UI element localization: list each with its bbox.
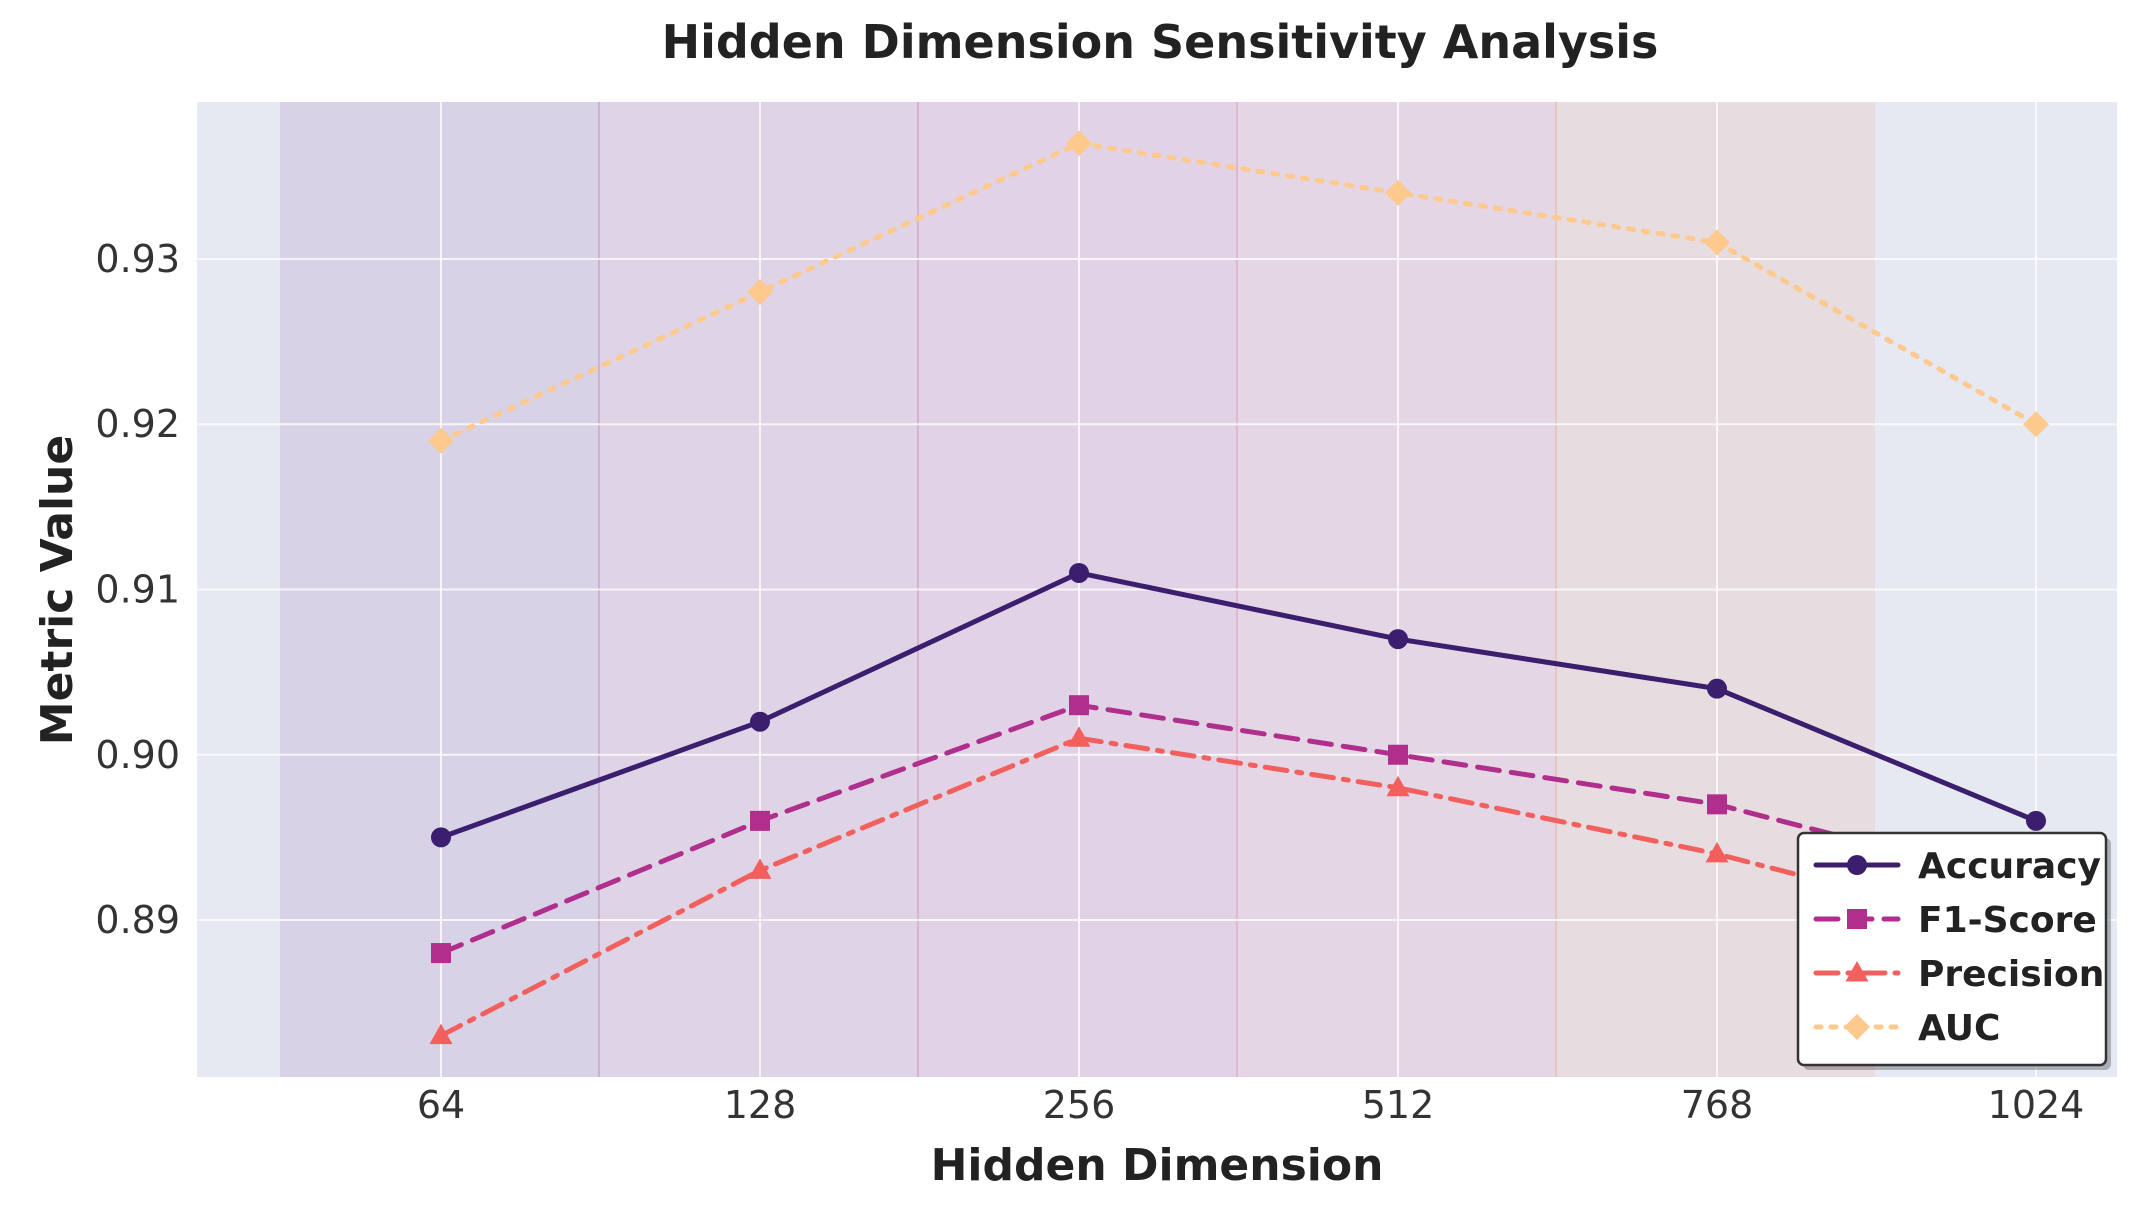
data-point-accuracy: [1388, 629, 1408, 650]
legend-marker-auc: [1844, 1014, 1870, 1040]
x-tick-label: 1024: [1988, 1083, 2085, 1127]
legend-label-precision: Precision: [1918, 954, 2104, 995]
data-point-precision: [429, 1023, 453, 1045]
y-tick-label: 0.93: [95, 237, 180, 281]
data-point-auc: [747, 279, 773, 306]
series-line-auc: [438, 140, 2039, 444]
data-point-auc: [1385, 179, 1411, 206]
x-axis-label: Hidden Dimension: [931, 1140, 1384, 1191]
x-tick-label: 768: [1681, 1083, 1754, 1127]
data-point-precision: [748, 858, 772, 879]
data-point-auc: [1066, 130, 1092, 157]
series-line-accuracy: [438, 570, 2039, 840]
data-point-auc: [2023, 411, 2049, 438]
y-tick-label: 0.90: [95, 733, 180, 777]
data-point-precision: [1386, 775, 1410, 797]
data-point-f1-score: [1388, 744, 1408, 765]
series-auc: [428, 130, 2049, 454]
legend-box: [1796, 831, 2108, 1067]
data-point-f1-score: [750, 810, 770, 831]
tick-labels: 64 128 256 512 768 1024 0.89 0.90 0.91 0.92 0.93: [95, 237, 2084, 1127]
series-line-precision: [438, 735, 2039, 1039]
data-point-auc: [1704, 229, 1730, 256]
legend-label-auc: AUC: [1918, 1008, 2000, 1049]
legend-marker-accuracy: [1847, 855, 1867, 875]
data-point-accuracy: [1069, 562, 1089, 583]
data-point-f1-score: [1707, 794, 1727, 815]
chart-title: Hidden Dimension Sensitivity Analysis: [662, 15, 1659, 69]
series-accuracy: [431, 562, 2046, 848]
x-tick-label: 256: [1043, 1083, 1116, 1127]
x-tick-label: 128: [724, 1083, 797, 1127]
legend-label-f1-score: F1-Score: [1918, 900, 2097, 941]
y-axis-label: Metric Value: [32, 435, 83, 745]
series-line-f1-score: [438, 702, 2039, 956]
data-point-f1-score: [431, 943, 451, 964]
data-point-auc: [428, 427, 454, 454]
x-tick-label: 64: [417, 1083, 465, 1127]
y-tick-label: 0.89: [95, 898, 180, 942]
y-tick-label: 0.91: [95, 568, 180, 612]
legend-label-accuracy: Accuracy: [1918, 846, 2101, 887]
data-point-accuracy: [750, 711, 770, 732]
y-tick-label: 0.92: [95, 402, 180, 446]
legend-marker-precision: [1845, 961, 1869, 982]
legend-marker-f1-score: [1847, 909, 1867, 929]
data-point-accuracy: [2026, 810, 2046, 831]
data-point-f1-score: [1069, 695, 1089, 716]
data-point-accuracy: [1707, 678, 1727, 699]
x-tick-label: 512: [1362, 1083, 1435, 1127]
data-point-precision: [1067, 726, 1091, 747]
data-point-accuracy: [431, 827, 451, 848]
legend: Accuracy F1-Score Precision AUC: [1796, 831, 2111, 1070]
data-point-precision: [1705, 841, 1729, 863]
